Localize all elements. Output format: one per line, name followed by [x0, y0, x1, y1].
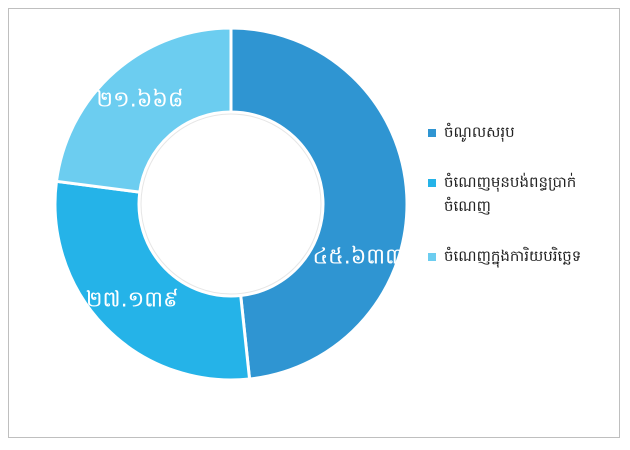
legend-label: ចំណេញក្នុងការិយបរិច្ឆេទ: [444, 247, 582, 265]
legend-label: ចំណូលសរុប: [444, 123, 515, 141]
legend-item: ចំណូលសរុប: [428, 120, 618, 144]
legend-swatch: [428, 129, 436, 137]
legend-item: ចំណេញក្នុងការិយបរិច្ឆេទ: [428, 244, 618, 268]
donut-slice: [229, 26, 409, 381]
data-label: ៤៥.៦៣៣: [313, 244, 404, 269]
legend-swatch: [428, 179, 436, 187]
legend-item: ចំណេញមុនបង់ពន្ធប្រាក់ចំណេញ: [428, 170, 618, 218]
donut-hole: [140, 113, 322, 295]
legend: ចំណូលសរុបចំណេញមុនបង់ពន្ធប្រាក់ចំណេញចំណេញ…: [428, 120, 618, 294]
donut-slice: [53, 179, 252, 382]
data-label: ២១.៦៦៨: [96, 87, 183, 112]
chart-frame: [8, 8, 620, 438]
legend-swatch: [428, 253, 436, 261]
data-label: ២៧.១៣៩: [86, 287, 179, 312]
donut-slice: [54, 26, 233, 194]
legend-label: ចំណេញមុនបង់ពន្ធប្រាក់ចំណេញ: [444, 173, 577, 215]
